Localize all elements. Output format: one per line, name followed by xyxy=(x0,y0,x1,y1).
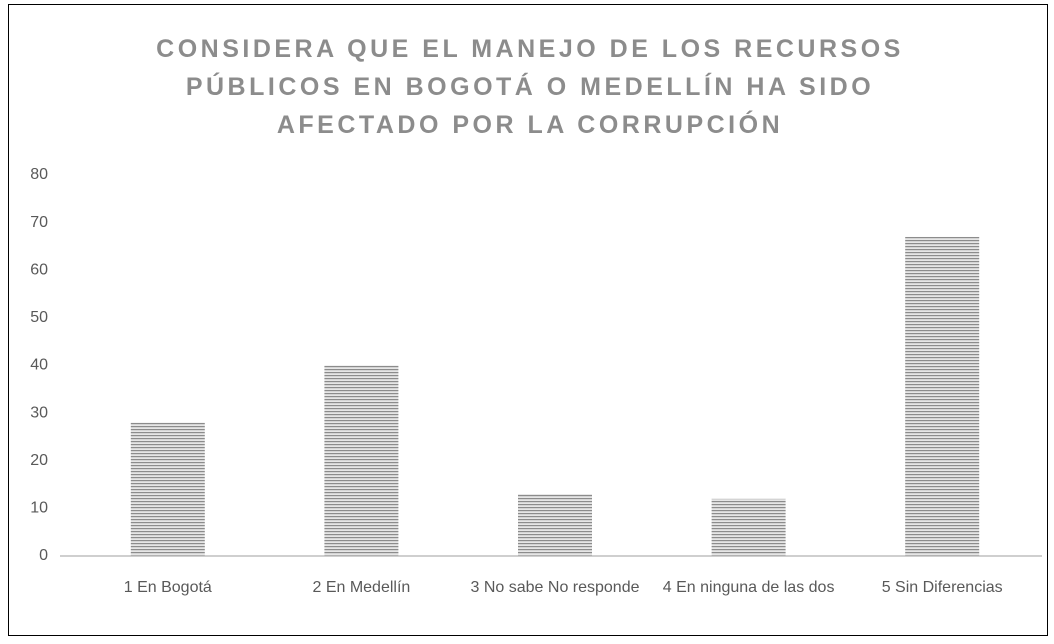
x-tick-label: 4 En ninguna de las dos xyxy=(662,579,835,596)
bar xyxy=(905,236,980,556)
bar xyxy=(711,498,786,556)
x-tick-label: 1 En Bogotá xyxy=(123,579,212,596)
y-tick-label: 0 xyxy=(39,547,48,564)
y-tick-label: 30 xyxy=(30,404,48,421)
bar xyxy=(324,365,399,556)
y-tick-label: 80 xyxy=(30,166,48,183)
bar xyxy=(518,494,592,556)
chart-frame xyxy=(8,4,1048,636)
chart-title: CONSIDERA QUE EL MANEJO DE LOS RECURSOS … xyxy=(156,35,904,139)
x-tick-label: 5 Sin Diferencias xyxy=(881,579,1003,596)
y-tick-label: 40 xyxy=(30,357,48,374)
y-tick-label: 60 xyxy=(30,261,48,278)
y-tick-label: 20 xyxy=(30,452,48,469)
x-tick-label: 3 No sabe No responde xyxy=(470,579,640,596)
x-tick-label: 2 En Medellín xyxy=(312,579,411,596)
bar xyxy=(130,422,205,556)
y-tick-label: 70 xyxy=(30,214,48,231)
y-tick-label: 50 xyxy=(30,309,48,326)
y-tick-label: 10 xyxy=(30,500,48,517)
